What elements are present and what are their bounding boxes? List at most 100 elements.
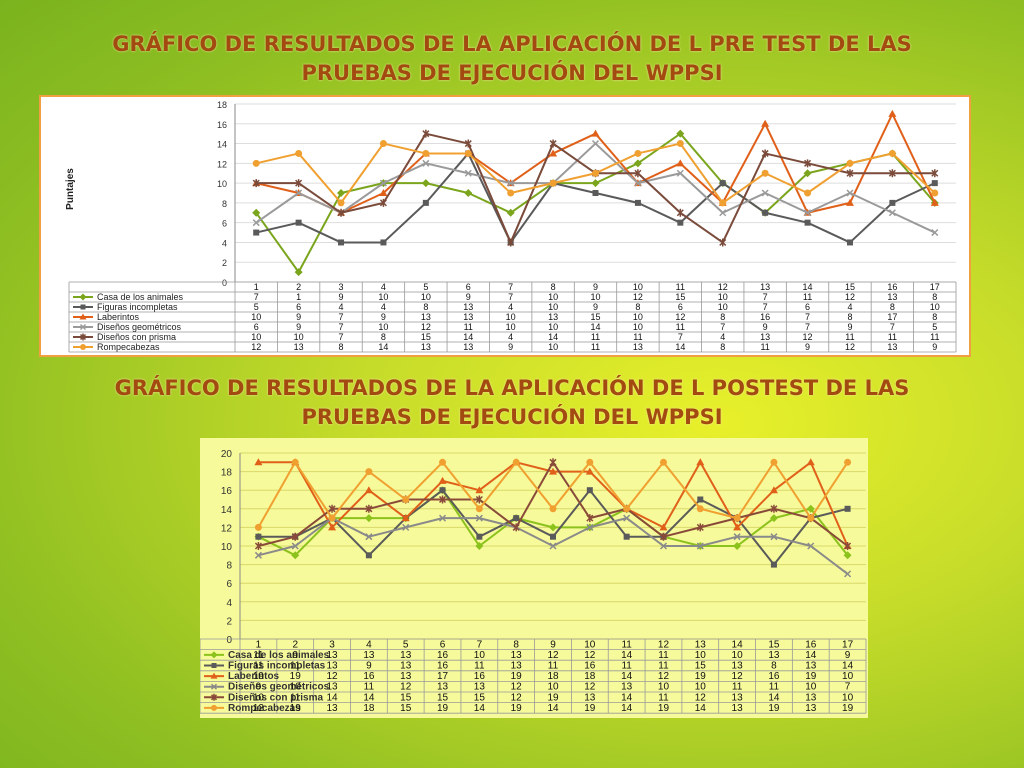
undefined-series-4-table-value: 14: [590, 322, 600, 332]
undefined-series-3-table-value: 13: [421, 312, 431, 322]
undefined-series-2-table-value: 13: [732, 660, 744, 671]
undefined-y-tick-label: 14: [221, 505, 233, 516]
undefined-series-1-point: [464, 189, 473, 197]
post-test-chart-title: GRÁFICO DE RESULTADOS DE LA APLICACIÓN D…: [114, 376, 910, 429]
undefined-series-6-point: [676, 140, 684, 148]
undefined-x-tick-label: 6: [440, 639, 446, 650]
undefined-series-5-table-value: 10: [294, 332, 304, 342]
undefined-series-4-point: [507, 179, 515, 187]
undefined-series-4-table-value: 9: [256, 682, 262, 693]
undefined-series-6-point: [888, 149, 896, 157]
undefined-series-1-point: [252, 208, 261, 217]
undefined-series-4-point: [659, 542, 668, 550]
undefined-series-4-table-value: 13: [621, 682, 633, 693]
undefined-x-tick-label: 4: [381, 282, 386, 292]
undefined-series-4-table-value: 10: [506, 322, 516, 332]
undefined-series-6-point: [475, 505, 483, 513]
undefined-series-5-table-value: 12: [695, 692, 707, 703]
undefined-y-tick-label: 2: [226, 616, 232, 627]
undefined-series-4-legend-label: Diseños geométricos: [97, 322, 182, 332]
undefined-series-5-table-value: 4: [508, 332, 513, 342]
undefined-series-6-table-value: 8: [339, 342, 344, 352]
undefined-series-4-table-value: 13: [326, 682, 338, 693]
undefined-series-2-point: [770, 561, 777, 568]
undefined-x-tick-label: 7: [508, 282, 513, 292]
undefined-series-4-table-value: 11: [676, 322, 685, 332]
undefined-series-5-legend-marker: [210, 693, 218, 701]
undefined-x-tick-label: 5: [423, 282, 428, 292]
undefined-series-2-table-value: 8: [423, 302, 428, 312]
undefined-series-2-table-value: 11: [290, 660, 301, 671]
undefined-series-3-table-value: 18: [547, 671, 559, 682]
undefined-series-2-table-value: 6: [678, 302, 683, 312]
undefined-series-1-point: [549, 523, 557, 532]
undefined-y-tick-label: 16: [221, 486, 233, 497]
undefined-series-2-point: [253, 229, 260, 236]
undefined-y-tick-label: 12: [221, 523, 233, 534]
undefined-series-5-point: [586, 514, 594, 523]
undefined-series-1-point: [806, 504, 815, 513]
undefined-series-5-point: [931, 169, 939, 178]
undefined-series-1-point: [591, 179, 600, 188]
undefined-series-5-table-value: 14: [621, 692, 633, 703]
undefined-series-5-table-value: 8: [381, 332, 386, 342]
undefined-series-4-table-value: 9: [763, 322, 768, 332]
undefined-series-1-point: [421, 179, 430, 188]
undefined-series-3-point: [888, 109, 897, 117]
undefined-series-6: [254, 458, 852, 531]
undefined-series-6-table-value: 18: [363, 703, 375, 714]
undefined-series-1-point: [733, 542, 742, 550]
undefined-series-4-table-value: 7: [339, 322, 344, 332]
undefined-series-2-table-value: 6: [805, 302, 810, 312]
undefined-x-tick-label: 17: [930, 282, 940, 292]
undefined-series-2-point: [846, 239, 853, 246]
undefined-series-2-legend-label: Figuras incompletas: [228, 660, 326, 671]
undefined-series-4-table-value: 7: [845, 682, 851, 693]
undefined-series-4-table-value: 5: [932, 322, 937, 332]
undefined-series-4-legend-marker: [210, 683, 218, 690]
undefined-series-5-table-value: 14: [326, 692, 338, 703]
undefined-series-1-table-value: 8: [932, 292, 937, 302]
undefined-series-6-point: [402, 496, 410, 503]
undefined-series-2-table-value: 9: [366, 660, 372, 671]
undefined-series-5-table-value: 15: [474, 692, 486, 703]
undefined-series-6-point: [512, 458, 520, 466]
undefined-series-3-table-value: 19: [805, 671, 817, 682]
undefined-series-3-table-value: 8: [847, 312, 852, 322]
undefined-series-6-table-value: 19: [842, 703, 854, 714]
undefined-series-4-point: [464, 169, 472, 177]
undefined-series-4-point: [623, 514, 631, 522]
undefined-series-4-table-value: 9: [296, 322, 301, 332]
undefined-series-6-point: [844, 458, 852, 466]
undefined-series-3-point: [676, 159, 685, 167]
undefined-series-5-point: [254, 542, 262, 550]
undefined-series-4-legend-marker: [79, 323, 87, 331]
undefined-series-2-table-value: 10: [548, 302, 558, 312]
undefined-series-1-point: [843, 551, 852, 560]
undefined-series-6-table-value: 19: [511, 703, 523, 714]
undefined-series-2-point: [365, 552, 372, 559]
undefined-series-3-point: [549, 149, 558, 157]
undefined-series-6-table-value: 13: [463, 342, 473, 352]
undefined-y-tick-label: 18: [217, 100, 227, 110]
undefined-series-1-table-value: 14: [621, 650, 633, 661]
undefined-series-2-table-value: 13: [400, 660, 412, 671]
undefined-series-6-point: [586, 458, 594, 466]
undefined-series-5-point: [252, 179, 260, 188]
undefined-series-4-point: [770, 533, 778, 541]
undefined-series-2-point: [844, 505, 851, 512]
undefined-y-tick-label: 8: [226, 561, 232, 572]
undefined-series-6-point: [549, 179, 557, 187]
undefined-series-3-table-value: 13: [400, 671, 412, 682]
undefined-series-5-table-value: 14: [548, 332, 558, 342]
undefined-series-3-table-value: 19: [253, 671, 265, 682]
undefined-series-5-table-value: 10: [842, 692, 854, 703]
undefined-series-6-point: [365, 468, 373, 476]
undefined-series-2-table-value: 6: [296, 302, 301, 312]
undefined-series-1-table-value: 10: [421, 292, 431, 302]
undefined-x-tick-label: 1: [256, 639, 262, 650]
undefined-series-6-point: [291, 458, 299, 466]
undefined-series-2-table-value: 4: [847, 302, 852, 312]
undefined-series-2-point: [295, 219, 302, 226]
undefined-series-3-point: [761, 119, 770, 127]
